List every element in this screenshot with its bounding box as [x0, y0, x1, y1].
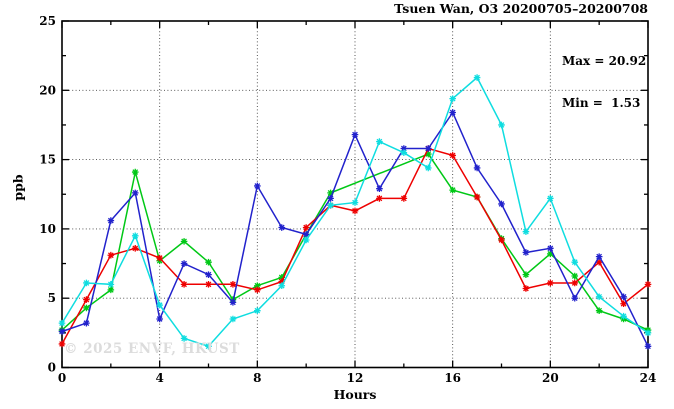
svg-text:10: 10 [39, 222, 56, 236]
x-axis-label: Hours [333, 387, 377, 402]
svg-text:4: 4 [155, 371, 163, 385]
min-value-label: Min = 1.53 [562, 96, 641, 110]
cyan-line-markers [58, 74, 652, 350]
blue-line-markers [58, 109, 652, 350]
svg-text:12: 12 [347, 371, 364, 385]
svg-text:0: 0 [48, 361, 56, 375]
max-value-label: Max = 20.92 [562, 54, 647, 68]
svg-text:20: 20 [39, 83, 56, 97]
svg-text:8: 8 [253, 371, 261, 385]
svg-text:16: 16 [444, 371, 461, 385]
svg-text:20: 20 [542, 371, 559, 385]
svg-text:24: 24 [640, 371, 657, 385]
y-axis-label: ppb [10, 174, 26, 201]
svg-text:5: 5 [48, 291, 56, 305]
svg-text:0: 0 [58, 371, 66, 385]
green-line [61, 153, 649, 331]
svg-text:25: 25 [39, 14, 56, 28]
chart-title: Tsuen Wan, O3 20200705–20200708 [394, 1, 648, 16]
stats-legend: Max = 20.92 Min = 1.53 [562, 26, 646, 138]
svg-text:15: 15 [39, 153, 56, 167]
watermark: © 2025 ENVF, HKUST [64, 341, 240, 357]
